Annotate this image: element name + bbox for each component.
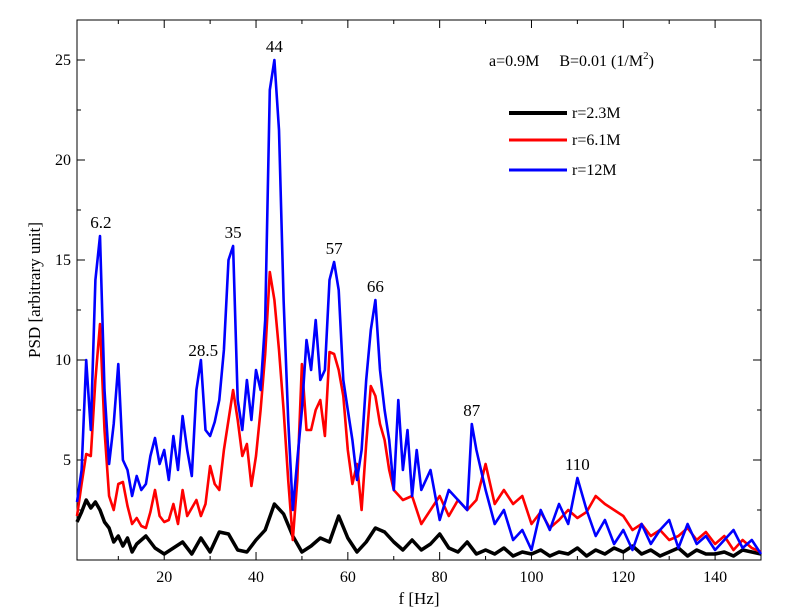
y-tick-label: 20 [55,152,71,169]
peak-label: 28.5 [188,341,218,360]
peak-label: 44 [266,37,284,56]
x-axis-label: f [Hz] [398,589,439,608]
x-tick-label: 60 [340,569,356,586]
peak-label: 57 [326,239,344,258]
y-tick-label: 15 [55,252,71,269]
x-tick-label: 20 [156,569,172,586]
field-parameter-suffix: ) [649,53,654,70]
field-parameter-text: B=0.01 (1/M [559,53,643,70]
peak-label: 87 [463,401,481,420]
y-axis-label: PSD [arbitrary unit] [25,222,44,358]
y-tick-label: 25 [55,52,71,69]
x-tick-label: 120 [611,569,635,586]
y-tick-label: 5 [63,452,71,469]
legend: r=2.3M r=6.1M r=12M [509,105,621,179]
x-tick-label: 140 [703,569,727,586]
series-line-2 [75,270,762,554]
y-tick-label: 10 [55,352,71,369]
parameter-annotation: a=0.9M B=0.01 (1/M2) [489,50,654,70]
legend-label: r=12M [572,162,617,179]
peak-label: 6.2 [90,213,111,232]
peak-label: 35 [225,223,242,242]
series-line-3 [75,58,763,555]
axis-ticks [77,20,762,560]
x-tick-label: 100 [519,569,543,586]
series-lines [75,58,763,558]
series-line-1 [75,498,762,558]
x-tick-label: 80 [432,569,448,586]
axis-tick-labels: 20 40 60 80 100 120 140 5 10 15 20 25 [55,52,727,586]
field-parameter-superscript: 2 [643,50,649,62]
peak-label: 110 [565,455,590,474]
svg-text:a=0.9M B=0.01 (1/M2): a=0.9M B=0.01 (1/M2) [489,50,654,70]
peak-labels: 6.2 28.5 35 44 57 66 87 110 [90,37,590,474]
spin-parameter-text: a=0.9M [489,53,539,70]
peak-label: 66 [367,277,384,296]
legend-label: r=2.3M [572,105,621,122]
x-tick-label: 40 [248,569,264,586]
plot-frame [76,19,762,561]
legend-label: r=6.1M [572,132,621,149]
